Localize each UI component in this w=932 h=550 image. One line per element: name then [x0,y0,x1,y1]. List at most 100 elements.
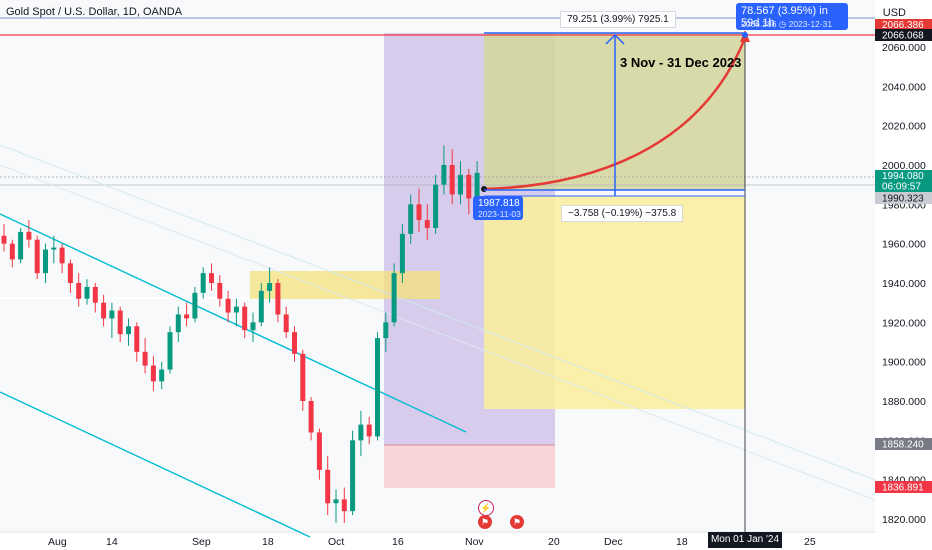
candle-body[interactable] [76,283,82,299]
candle-body[interactable] [200,273,206,293]
candle-body[interactable] [192,292,198,319]
time-tick: Dec [604,536,623,548]
price-tick: 1900.000 [882,357,926,369]
faint-trend-line [0,144,876,481]
candle-body[interactable] [84,286,90,299]
candle-body[interactable] [142,351,148,366]
candle-body[interactable] [67,263,73,283]
candle-body[interactable] [258,290,264,323]
entry-tooltip: 1987.818 2023-11-03 [473,196,523,220]
channel-upper-line[interactable] [0,213,467,433]
candle-body[interactable] [399,233,405,274]
candle-body[interactable] [316,432,322,470]
candlestick-series[interactable] [1,145,480,523]
currency-label[interactable]: USD [882,7,906,19]
candle-body[interactable] [449,165,455,195]
candle-body[interactable] [474,172,480,199]
chart-annotation-text[interactable]: 3 Nov - 31 Dec 2023 [620,55,742,70]
price-tick: 2060.000 [882,42,926,54]
candle-body[interactable] [117,310,123,335]
candle-body[interactable] [391,273,397,323]
time-tick: 16 [392,536,404,548]
time-tick: 25 [804,536,816,548]
lightning-event-icon[interactable]: ⚡ [478,500,494,516]
price-tick: 1880.000 [882,396,926,408]
time-tick: Sep [192,536,211,548]
price-tick: 2020.000 [882,121,926,133]
price-tag-entry: 1990.323 [875,192,932,205]
faint-trend-line-2 [0,164,876,501]
candle-body[interactable] [408,204,414,234]
time-tick: Nov [465,536,484,548]
price-tick: 2040.000 [882,81,926,93]
channel-lower-line[interactable] [0,391,311,538]
candle-body[interactable] [433,184,439,228]
candle-body[interactable] [34,239,40,274]
price-tag-current: 1994.080 06:09:57 [875,170,932,193]
candle-body[interactable] [458,174,463,195]
symbol-title[interactable]: Gold Spot / U.S. Dollar, 1D, OANDA [6,6,183,18]
stop-zone[interactable] [384,445,555,488]
candle-body[interactable] [9,243,15,260]
candle-body[interactable] [101,302,107,319]
supply-demand-zone[interactable] [250,271,440,299]
candle-body[interactable] [217,283,223,299]
candle-body[interactable] [150,365,156,382]
candle-body[interactable] [341,499,347,512]
candle-body[interactable] [26,231,32,240]
candle-body[interactable] [441,165,447,185]
candle-body[interactable] [358,424,364,441]
candle-body[interactable] [292,332,297,354]
candle-body[interactable] [267,283,273,291]
candle-body[interactable] [275,283,281,315]
candle-body[interactable] [325,469,331,504]
candle-body[interactable] [167,332,173,370]
candle-body[interactable] [333,499,339,504]
candle-body[interactable] [184,314,190,319]
candle-body[interactable] [92,286,98,303]
candle-body[interactable] [366,424,372,437]
candle-body[interactable] [283,314,289,333]
candle-body[interactable] [225,298,231,313]
candle-body[interactable] [126,326,131,335]
candle-body[interactable] [383,322,389,339]
candle-body[interactable] [175,314,181,333]
candle-body[interactable] [308,401,314,433]
candle-body[interactable] [300,353,306,401]
projection-curve[interactable] [483,37,747,191]
candle-body[interactable] [250,322,256,331]
candle-body[interactable] [466,174,472,199]
candle-body[interactable] [416,204,422,221]
price-tag-lower-level: 1858.240 [875,438,932,451]
price-tick: 1820.000 [882,514,926,526]
candle-body[interactable] [242,306,248,331]
time-tick: 14 [106,536,118,548]
candle-body[interactable] [59,247,65,264]
candle-body[interactable] [109,310,115,319]
position-risk-zone[interactable] [484,196,745,409]
entry-point[interactable] [481,186,487,192]
candle-body[interactable] [159,369,165,382]
time-axis[interactable] [0,532,875,550]
candle-body[interactable] [1,235,7,244]
us-flag-event-icon[interactable]: ⚑ [478,515,492,529]
price-axis[interactable] [875,0,932,550]
candle-body[interactable] [424,220,430,228]
price-tag-entry-text: 1990.323 [882,194,924,205]
candle-body[interactable] [233,306,239,313]
candle-body[interactable] [350,440,356,512]
price-tag-countdown-text: 06:09:57 [882,182,921,193]
candle-body[interactable] [209,273,214,283]
time-tick: 18 [262,536,274,548]
measure-top-label: 79.251 (3.99%) 7925.1 [560,11,676,28]
us-flag-event-icon[interactable]: ⚑ [510,515,524,529]
candle-body[interactable] [134,326,140,352]
candle-body[interactable] [375,338,380,437]
price-tag-current-text: 1994.080 [882,171,924,182]
candle-body[interactable] [43,249,48,274]
candle-body[interactable] [51,247,57,250]
range-tooltip-line1: 78.567 (3.95%) in 59d 1h [741,5,828,29]
candle-body[interactable] [18,231,24,260]
